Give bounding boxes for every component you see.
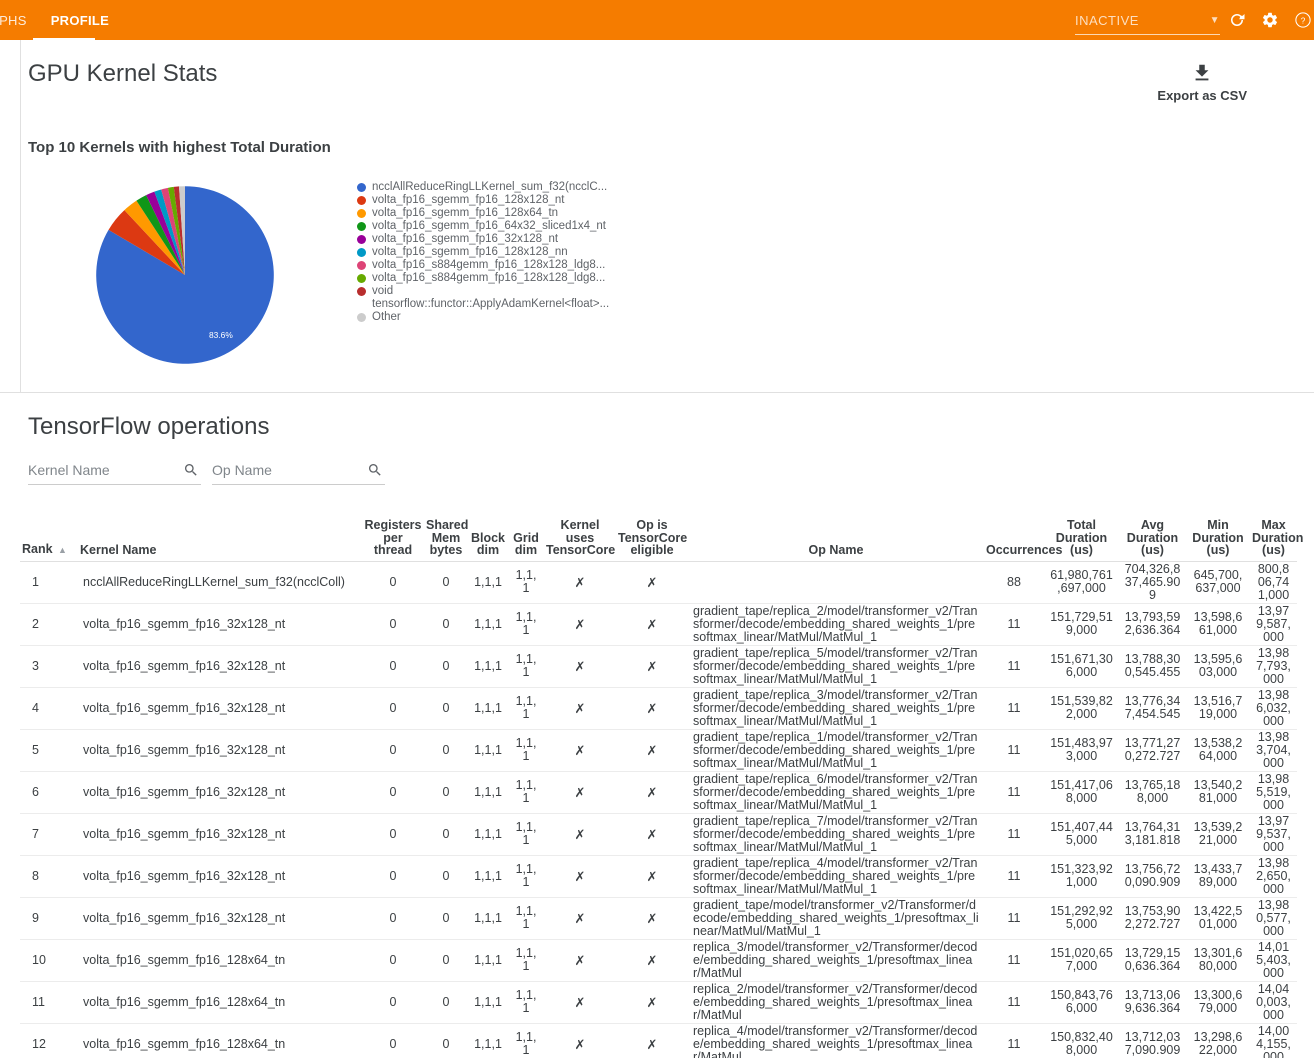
- svg-text:?: ?: [1301, 16, 1306, 25]
- svg-text:83.6%: 83.6%: [209, 330, 233, 340]
